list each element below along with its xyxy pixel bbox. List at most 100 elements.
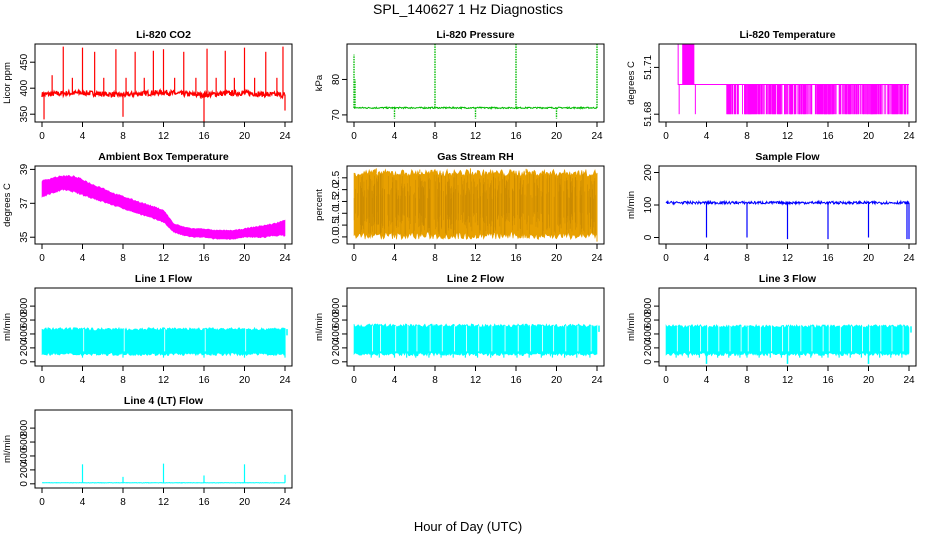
series-pressure bbox=[353, 44, 598, 119]
x-tick-label: 20 bbox=[551, 131, 563, 142]
x-tick-label: 12 bbox=[470, 131, 482, 142]
x-tick-label: 20 bbox=[863, 131, 875, 142]
x-tick-label: 16 bbox=[822, 253, 834, 264]
y-axis-label: degrees C bbox=[2, 183, 13, 227]
x-tick-label: 4 bbox=[392, 253, 398, 264]
series-co2 bbox=[41, 46, 286, 122]
panel-licor_temp: Li-820 Temperature 0 4 8 12 16 20 24 51.68 51.71 d… bbox=[626, 29, 917, 142]
x-tick-label: 8 bbox=[120, 253, 126, 264]
x-tick-label: 0 bbox=[663, 375, 669, 386]
x-tick-label: 16 bbox=[198, 497, 210, 508]
y-tick-label: 0 bbox=[643, 234, 654, 240]
y-axis-label: Licor ppm bbox=[2, 62, 13, 104]
figure-title: SPL_140627 1 Hz Diagnostics bbox=[373, 1, 563, 17]
x-tick-label: 20 bbox=[239, 253, 251, 264]
x-tick-label: 12 bbox=[158, 375, 170, 386]
x-tick-label: 24 bbox=[591, 375, 603, 386]
x-tick-label: 4 bbox=[704, 131, 710, 142]
y-tick-label: 800 bbox=[331, 297, 342, 314]
y-tick-label: 35 bbox=[19, 231, 30, 243]
x-tick-label: 8 bbox=[432, 131, 438, 142]
panel-title: Sample Flow bbox=[755, 151, 820, 163]
y-axis-label: ml/min bbox=[2, 435, 13, 463]
x-tick-label: 0 bbox=[39, 253, 45, 264]
y-tick-label: 600 bbox=[19, 311, 30, 328]
y-axis-label: percent bbox=[314, 189, 325, 221]
y-tick-label: 400 bbox=[19, 79, 30, 96]
y-tick-label: 0 bbox=[19, 359, 30, 365]
y-axis-label: kPa bbox=[314, 74, 325, 91]
x-tick-label: 8 bbox=[120, 497, 126, 508]
y-tick-label: 800 bbox=[643, 297, 654, 314]
y-tick-label: 1.0 bbox=[331, 206, 342, 220]
x-tick-label: 16 bbox=[198, 375, 210, 386]
y-tick-label: 200 bbox=[19, 461, 30, 478]
x-tick-label: 16 bbox=[510, 131, 522, 142]
y-tick-label: 800 bbox=[19, 297, 30, 314]
x-tick-label: 12 bbox=[158, 253, 170, 264]
x-tick-label: 0 bbox=[39, 497, 45, 508]
y-tick-label: 37 bbox=[19, 197, 30, 209]
panel-title: Line 2 Flow bbox=[447, 273, 505, 285]
panel-line4: Line 4 (LT) Flow 0 4 8 12 16 20 24 0 200400600800… bbox=[2, 395, 293, 508]
y-tick-label: 80 bbox=[331, 73, 342, 85]
x-tick-label: 8 bbox=[120, 375, 126, 386]
y-tick-label: 200 bbox=[643, 339, 654, 356]
y-tick-label: 400 bbox=[19, 325, 30, 342]
x-tick-label: 0 bbox=[39, 375, 45, 386]
panel-title: Li-820 Temperature bbox=[739, 29, 835, 41]
band-box_temp bbox=[41, 175, 286, 240]
panel-title: Li-820 CO2 bbox=[136, 29, 191, 41]
temp-block bbox=[682, 44, 695, 85]
x-tick-label: 20 bbox=[863, 375, 875, 386]
y-tick-label: 0 bbox=[331, 359, 342, 365]
x-tick-label: 4 bbox=[392, 131, 398, 142]
series-line1 bbox=[41, 326, 288, 358]
series-line3 bbox=[665, 323, 912, 364]
x-tick-label: 16 bbox=[510, 375, 522, 386]
x-tick-label: 24 bbox=[591, 131, 603, 142]
y-tick-label: 0.5 bbox=[331, 218, 342, 232]
x-tick-label: 0 bbox=[663, 253, 669, 264]
x-tick-label: 8 bbox=[744, 131, 750, 142]
y-tick-label: 100 bbox=[643, 196, 654, 213]
x-tick-label: 24 bbox=[279, 131, 291, 142]
x-tick-label: 8 bbox=[432, 253, 438, 264]
band-line2 bbox=[353, 323, 598, 357]
x-tick-label: 12 bbox=[782, 375, 794, 386]
x-tick-label: 24 bbox=[279, 375, 291, 386]
x-tick-label: 8 bbox=[432, 375, 438, 386]
y-tick-label: 400 bbox=[19, 447, 30, 464]
x-axis-label: Hour of Day (UTC) bbox=[414, 519, 522, 534]
x-tick-label: 8 bbox=[744, 375, 750, 386]
x-tick-label: 24 bbox=[279, 497, 291, 508]
x-tick-label: 12 bbox=[470, 375, 482, 386]
y-tick-label: 51.71 bbox=[643, 54, 654, 79]
y-tick-label: 200 bbox=[19, 339, 30, 356]
panel-pressure: Li-820 Pressure 0 4 8 12 16 20 24 70 80 kPa bbox=[314, 29, 605, 142]
y-tick-label: 450 bbox=[19, 53, 30, 70]
panel-title: Line 3 Flow bbox=[759, 273, 817, 285]
y-tick-label: 1.5 bbox=[331, 194, 342, 208]
x-tick-label: 16 bbox=[510, 253, 522, 264]
y-tick-label: 400 bbox=[643, 325, 654, 342]
y-tick-label: 600 bbox=[19, 433, 30, 450]
y-tick-label: 200 bbox=[331, 339, 342, 356]
x-tick-label: 20 bbox=[239, 375, 251, 386]
x-tick-label: 4 bbox=[392, 375, 398, 386]
x-tick-label: 12 bbox=[470, 253, 482, 264]
x-tick-label: 12 bbox=[782, 253, 794, 264]
y-tick-label: 400 bbox=[331, 325, 342, 342]
y-tick-label: 2.0 bbox=[331, 182, 342, 196]
x-tick-label: 4 bbox=[704, 253, 710, 264]
x-tick-label: 16 bbox=[822, 375, 834, 386]
y-tick-label: 350 bbox=[19, 105, 30, 122]
y-tick-label: 0 bbox=[19, 481, 30, 487]
x-tick-label: 24 bbox=[903, 253, 915, 264]
panel-title: Line 1 Flow bbox=[135, 273, 193, 285]
series-line4 bbox=[41, 463, 286, 484]
plot-frame bbox=[346, 43, 605, 123]
